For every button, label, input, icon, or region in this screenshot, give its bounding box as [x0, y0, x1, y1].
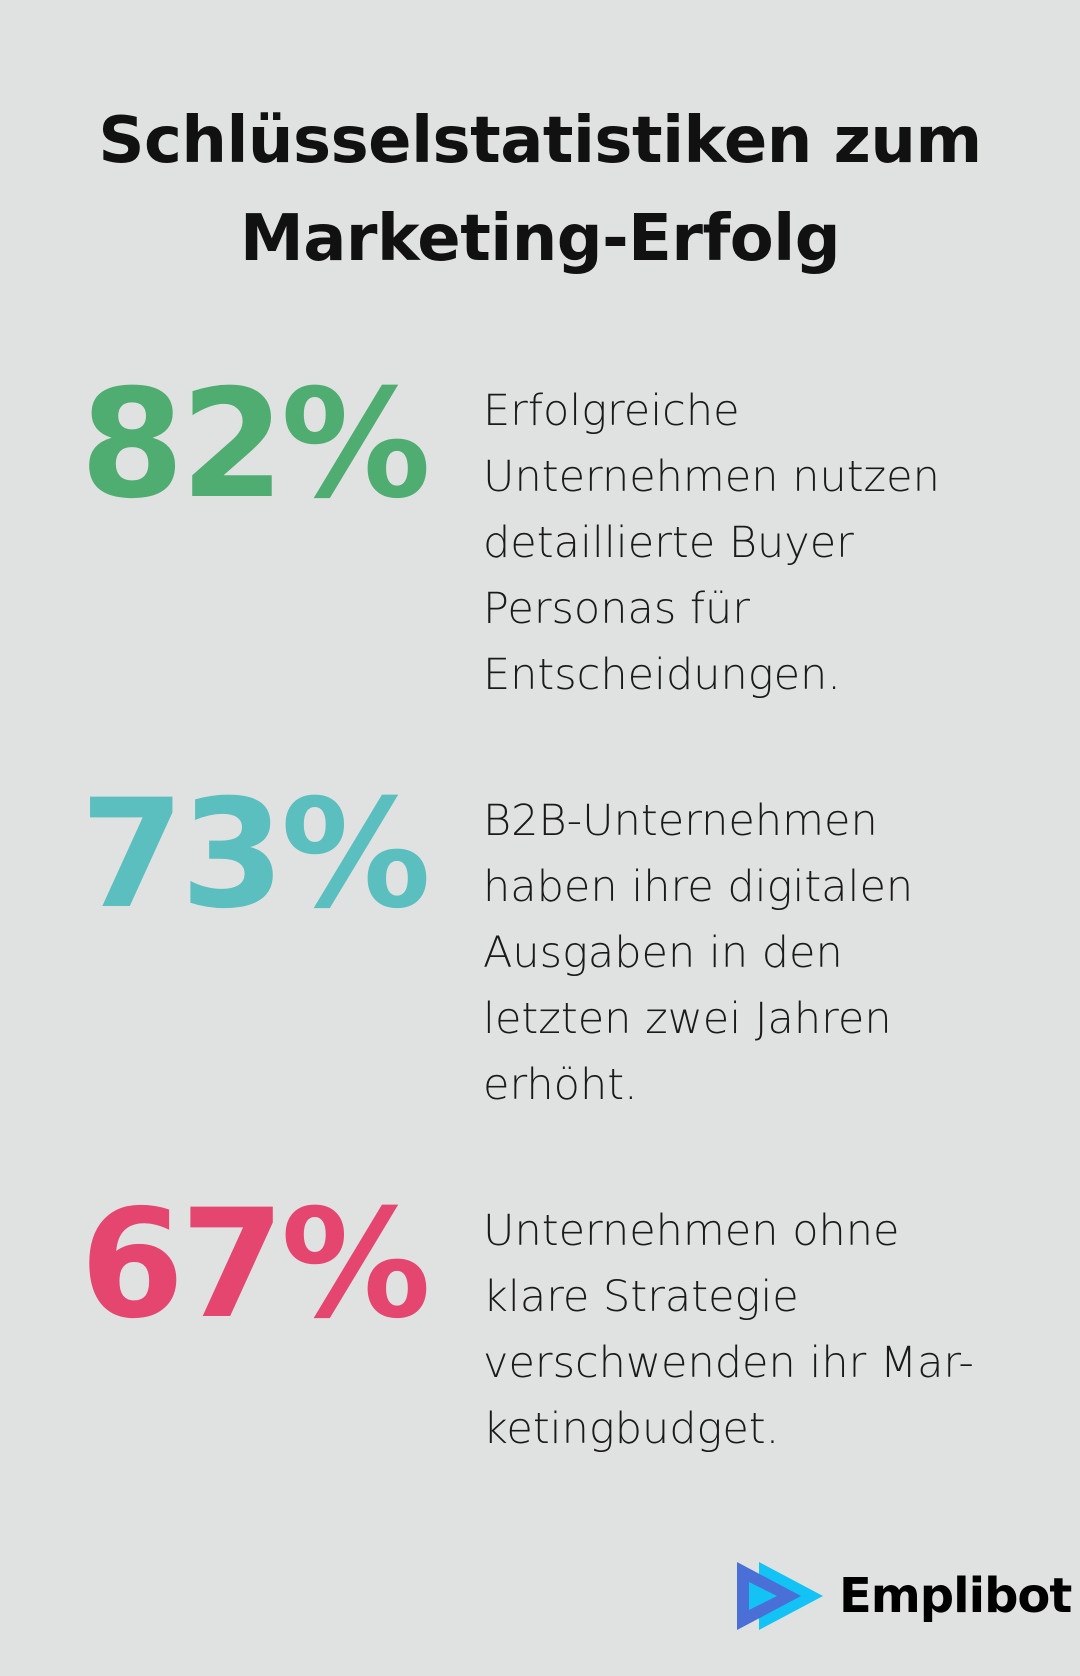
stat-description: Unternehmen ohne klare Strategie verschw…: [483, 1206, 974, 1454]
title-line-2: Marketing-Erfolg: [240, 202, 841, 276]
page-title: Schlüsselstatistiken zum Marketing-Erfol…: [0, 92, 1080, 288]
stat-percentage: 82%: [80, 358, 431, 532]
play-arrows-icon: [737, 1562, 823, 1630]
stat-percentage: 67%: [80, 1178, 431, 1352]
title-line-1: Schlüsselstatistiken zum: [98, 104, 982, 178]
stat-percentage: 73%: [80, 768, 431, 942]
stat-description: B2B-Unternehmen haben ihre digitalen Aus…: [483, 796, 914, 1110]
emplibot-logo: Emplibot: [737, 1562, 1072, 1630]
logo-text: Emplibot: [839, 1568, 1072, 1624]
stat-description: Erfolgreiche Unternehmen nutzen detailli…: [483, 386, 940, 700]
